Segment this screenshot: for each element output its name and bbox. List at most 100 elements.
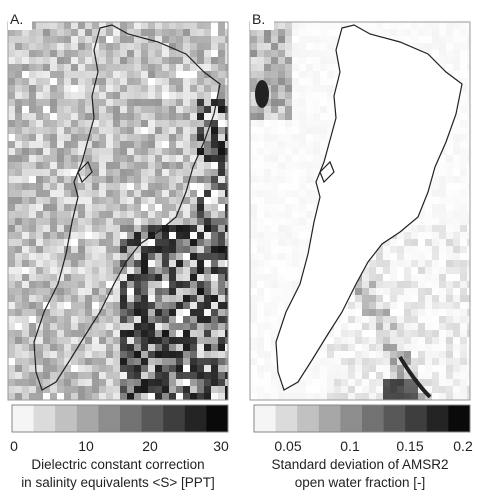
raster-cell [113, 148, 120, 155]
raster-cell [355, 323, 362, 330]
raster-cell [292, 155, 299, 162]
raster-cell [190, 330, 197, 337]
raster-cell [141, 127, 148, 134]
raster-cell [453, 197, 460, 204]
raster-cell [271, 302, 278, 309]
raster-cell [467, 323, 470, 330]
colorbar-tick-label: 0.05 [274, 438, 301, 454]
raster-cell [313, 134, 320, 141]
raster-cell [127, 22, 134, 29]
raster-cell [183, 386, 190, 393]
raster-cell [183, 64, 190, 71]
raster-cell [453, 358, 460, 365]
raster-cell [355, 288, 362, 295]
raster-cell [432, 183, 439, 190]
raster-cell [8, 85, 15, 92]
raster-cell [176, 379, 183, 386]
raster-cell [439, 253, 446, 260]
raster-cell [446, 36, 453, 43]
raster-cell [211, 246, 218, 253]
raster-cell [320, 148, 327, 155]
raster-cell [334, 344, 341, 351]
raster-cell [257, 295, 264, 302]
raster-cell [299, 190, 306, 197]
raster-cell [15, 323, 22, 330]
raster-cell [460, 148, 467, 155]
raster-cell [120, 169, 127, 176]
raster-cell [257, 267, 264, 274]
raster-cell [148, 267, 155, 274]
raster-cell [432, 197, 439, 204]
raster-cell [211, 169, 218, 176]
raster-cell [306, 127, 313, 134]
raster-cell [285, 386, 292, 393]
raster-cell [383, 29, 390, 36]
raster-cell [78, 281, 85, 288]
raster-cell [278, 36, 285, 43]
raster-cell [299, 22, 306, 29]
raster-cell [64, 127, 71, 134]
raster-cell [15, 50, 22, 57]
raster-cell [218, 85, 225, 92]
raster-cell [257, 358, 264, 365]
raster-cell [113, 372, 120, 379]
raster-cell [460, 183, 467, 190]
raster-cell [404, 344, 411, 351]
raster-cell [134, 162, 141, 169]
raster-cell [190, 379, 197, 386]
raster-cell [418, 29, 425, 36]
raster-cell [113, 260, 120, 267]
raster-cell [64, 281, 71, 288]
raster-cell [418, 281, 425, 288]
raster-cell [15, 288, 22, 295]
raster-cell [432, 309, 439, 316]
raster-cell [64, 169, 71, 176]
raster-cell [50, 316, 57, 323]
raster-cell [306, 120, 313, 127]
raster-cell [439, 218, 446, 225]
raster-cell [432, 351, 439, 358]
raster-cell [92, 176, 99, 183]
raster-cell [15, 64, 22, 71]
raster-cell [50, 281, 57, 288]
raster-cell [162, 36, 169, 43]
raster-cell [162, 120, 169, 127]
raster-cell [218, 78, 225, 85]
raster-cell [176, 162, 183, 169]
raster-cell [141, 316, 148, 323]
raster-cell [71, 197, 78, 204]
raster-cell [183, 372, 190, 379]
raster-cell [264, 337, 271, 344]
raster-cell [99, 393, 106, 400]
raster-cell [57, 183, 64, 190]
raster-cell [22, 295, 29, 302]
raster-cell [36, 253, 43, 260]
raster-cell [425, 365, 432, 372]
raster-cell [390, 358, 397, 365]
raster-cell [155, 92, 162, 99]
raster-cell [36, 113, 43, 120]
raster-cell [106, 330, 113, 337]
raster-cell [50, 36, 57, 43]
raster-cell [113, 64, 120, 71]
raster-cell [134, 155, 141, 162]
raster-cell [155, 169, 162, 176]
raster-cell [390, 274, 397, 281]
raster-cell [285, 393, 292, 400]
raster-cell [120, 211, 127, 218]
raster-cell [162, 393, 169, 400]
raster-cell [341, 316, 348, 323]
raster-cell [57, 204, 64, 211]
raster-cell [50, 344, 57, 351]
raster-cell [341, 393, 348, 400]
raster-cell [369, 29, 376, 36]
raster-cell [397, 372, 404, 379]
raster-cell [113, 225, 120, 232]
raster-cell [348, 330, 355, 337]
raster-cell [29, 386, 36, 393]
raster-cell [127, 78, 134, 85]
raster-cell [446, 204, 453, 211]
raster-cell [155, 309, 162, 316]
raster-cell [460, 85, 467, 92]
raster-cell [15, 92, 22, 99]
